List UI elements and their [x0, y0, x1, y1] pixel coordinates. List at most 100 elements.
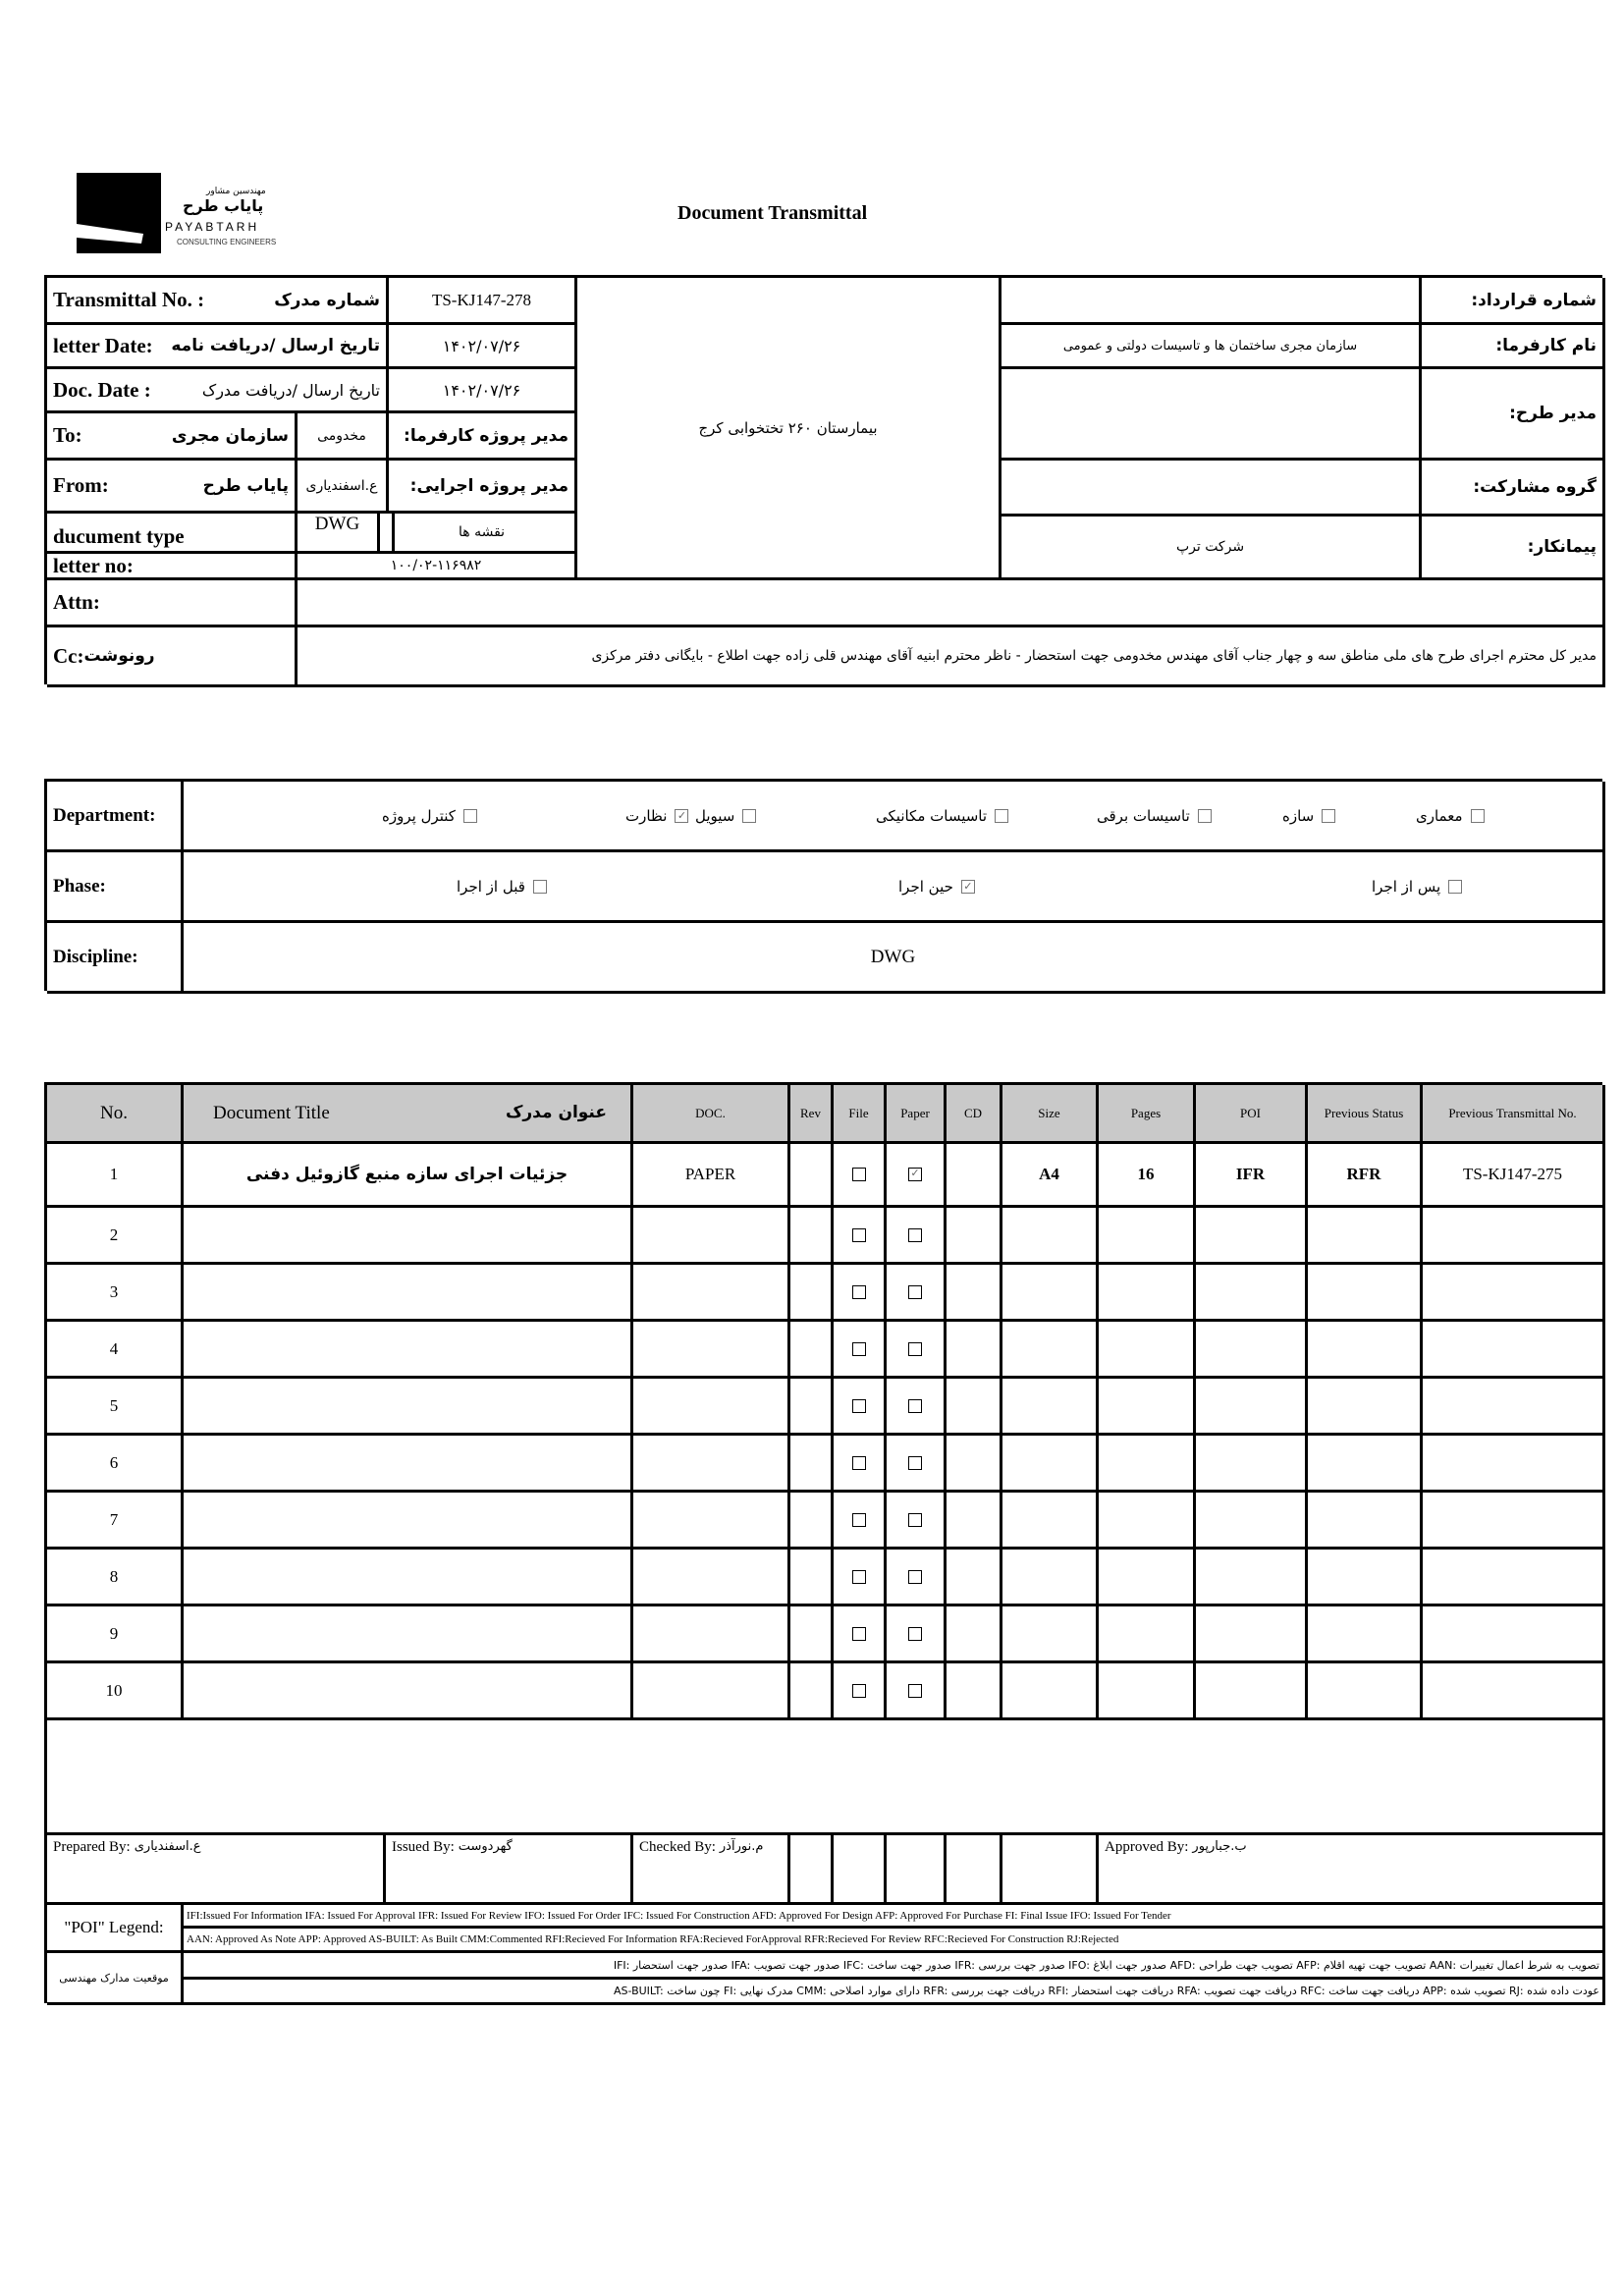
cell-title: [184, 1606, 633, 1663]
checkbox-icon[interactable]: [851, 1398, 866, 1413]
issued-by-label: Issued By:: [392, 1839, 455, 1855]
checkbox-icon[interactable]: [995, 808, 1009, 823]
cell-no: 3: [47, 1265, 184, 1322]
cell-cd: [947, 1265, 1002, 1322]
checkbox-icon[interactable]: [851, 1626, 866, 1641]
checkbox-icon[interactable]: [908, 1227, 922, 1242]
checkbox-icon[interactable]: [742, 808, 757, 823]
doc-type-spacer: [380, 514, 395, 554]
checkbox-icon[interactable]: [851, 1512, 866, 1527]
phase-option[interactable]: قبل از اجرا: [457, 878, 547, 896]
checked-checkbox-icon[interactable]: ✓: [908, 1168, 922, 1181]
cell-rev: [790, 1208, 834, 1265]
checkbox-icon[interactable]: [851, 1227, 866, 1242]
checkbox-icon[interactable]: [851, 1168, 866, 1181]
cell-paper: [887, 1265, 947, 1322]
cell-prev_no: [1423, 1265, 1605, 1322]
contractor-value: شرکت ترپ: [1001, 517, 1422, 580]
cell-prev_no: [1423, 1436, 1605, 1493]
cell-pages: 16: [1099, 1144, 1196, 1208]
cell-size: [1002, 1436, 1099, 1493]
checked-by-cell: Checked By: م.نورآذر: [633, 1835, 790, 1905]
letter-no-value: ۱۰۰/۰۲-۱۱۶۹۸۲: [298, 554, 577, 580]
cell-size: [1002, 1606, 1099, 1663]
cell-prev_no: [1423, 1322, 1605, 1379]
checked-by-name: م.نورآذر: [719, 1839, 764, 1854]
transmittal-no-value: TS-KJ147-278: [389, 278, 577, 325]
column-header-prev_status: Previous Status: [1308, 1085, 1423, 1144]
checkbox-icon[interactable]: [908, 1512, 922, 1527]
page-title: Document Transmittal: [677, 202, 868, 224]
doc-date-value: ۱۴۰۲/۰۷/۲۶: [389, 369, 577, 413]
cell-title: [184, 1208, 633, 1265]
phase-label: Phase:: [47, 852, 184, 923]
logo-en-name: PAYABTARH: [165, 220, 260, 234]
from-cell: From: پایاب طرح: [47, 461, 298, 514]
checkbox-icon[interactable]: [1197, 808, 1212, 823]
cell-pages: [1099, 1493, 1196, 1550]
department-option[interactable]: سازه: [1282, 807, 1336, 825]
cell-size: [1002, 1493, 1099, 1550]
cell-paper: [887, 1208, 947, 1265]
checkbox-icon[interactable]: [908, 1284, 922, 1299]
checkbox-icon[interactable]: [532, 879, 547, 894]
doc-date-label: Doc. Date :: [53, 377, 151, 402]
contractor-label: پیمانکار:: [1422, 517, 1605, 580]
cell-rev: [790, 1322, 834, 1379]
letter-date-label-cell: letter Date: تاریخ ارسال /دریافت نامه: [47, 325, 389, 369]
checkbox-icon[interactable]: [908, 1683, 922, 1698]
checkbox-icon[interactable]: [1470, 808, 1485, 823]
checkbox-icon[interactable]: [1448, 879, 1463, 894]
poi-legend-line-2: AAN: Approved As Note APP: Approved AS-B…: [184, 1929, 1605, 1953]
cell-paper: [887, 1606, 947, 1663]
checkbox-icon[interactable]: [851, 1455, 866, 1470]
checkbox-icon[interactable]: [851, 1284, 866, 1299]
cell-file: [834, 1265, 887, 1322]
cell-poi: [1196, 1322, 1308, 1379]
company-logo: مهندسین مشاور پایاب طرح PAYABTARH CONSUL…: [77, 173, 293, 255]
prepared-by-label: Prepared By:: [53, 1839, 131, 1855]
cell-prev_no: TS-KJ147-275: [1423, 1144, 1605, 1208]
cell-poi: IFR: [1196, 1144, 1308, 1208]
checkbox-icon[interactable]: [462, 808, 477, 823]
checkbox-icon[interactable]: [851, 1683, 866, 1698]
cell-title: [184, 1265, 633, 1322]
department-option[interactable]: سیویل: [695, 807, 757, 825]
cell-no: 7: [47, 1493, 184, 1550]
department-option[interactable]: کنترل پروژه: [382, 807, 477, 825]
phase-options: پس از اجرا ✓ حین اجرا قبل از اجرا: [184, 852, 1605, 923]
phase-option-label: حین اجرا: [898, 877, 953, 896]
cell-pages: [1099, 1265, 1196, 1322]
checkbox-icon[interactable]: [908, 1455, 922, 1470]
phase-option[interactable]: ✓ حین اجرا: [898, 878, 975, 896]
department-option[interactable]: ✓ نظارت: [625, 807, 689, 825]
cell-title: [184, 1322, 633, 1379]
department-option[interactable]: تاسیسات برقی: [1097, 807, 1212, 825]
cell-poi: [1196, 1208, 1308, 1265]
signature-blank-cell: [887, 1835, 947, 1905]
column-header-title: Document Title عنوان مدرک: [184, 1085, 633, 1144]
from-person: ع.اسفندیاری: [298, 461, 389, 514]
checked-checkbox-icon[interactable]: ✓: [675, 808, 689, 823]
cell-poi: [1196, 1379, 1308, 1436]
from-value: پایاب طرح: [202, 475, 289, 496]
cell-file: [834, 1606, 887, 1663]
cell-prev_status: [1308, 1379, 1423, 1436]
department-option[interactable]: تاسیسات مکانیکی: [876, 807, 1009, 825]
transmittal-no-label-cell: Transmittal No. : شماره مدرک: [47, 278, 389, 325]
phase-option[interactable]: پس از اجرا: [1372, 878, 1463, 896]
checkbox-icon[interactable]: [908, 1569, 922, 1584]
checkbox-icon[interactable]: [908, 1341, 922, 1356]
issued-by-name: گهردوست: [458, 1839, 513, 1854]
cell-prev_status: [1308, 1265, 1423, 1322]
department-option[interactable]: معماری: [1416, 807, 1485, 825]
checkbox-icon[interactable]: [851, 1569, 866, 1584]
cell-size: [1002, 1663, 1099, 1720]
column-header-no: No.: [47, 1085, 184, 1144]
cell-prev_no: [1423, 1493, 1605, 1550]
checkbox-icon[interactable]: [1322, 808, 1336, 823]
checkbox-icon[interactable]: [851, 1341, 866, 1356]
checkbox-icon[interactable]: [908, 1626, 922, 1641]
checkbox-icon[interactable]: [908, 1398, 922, 1413]
checked-checkbox-icon[interactable]: ✓: [960, 879, 975, 894]
